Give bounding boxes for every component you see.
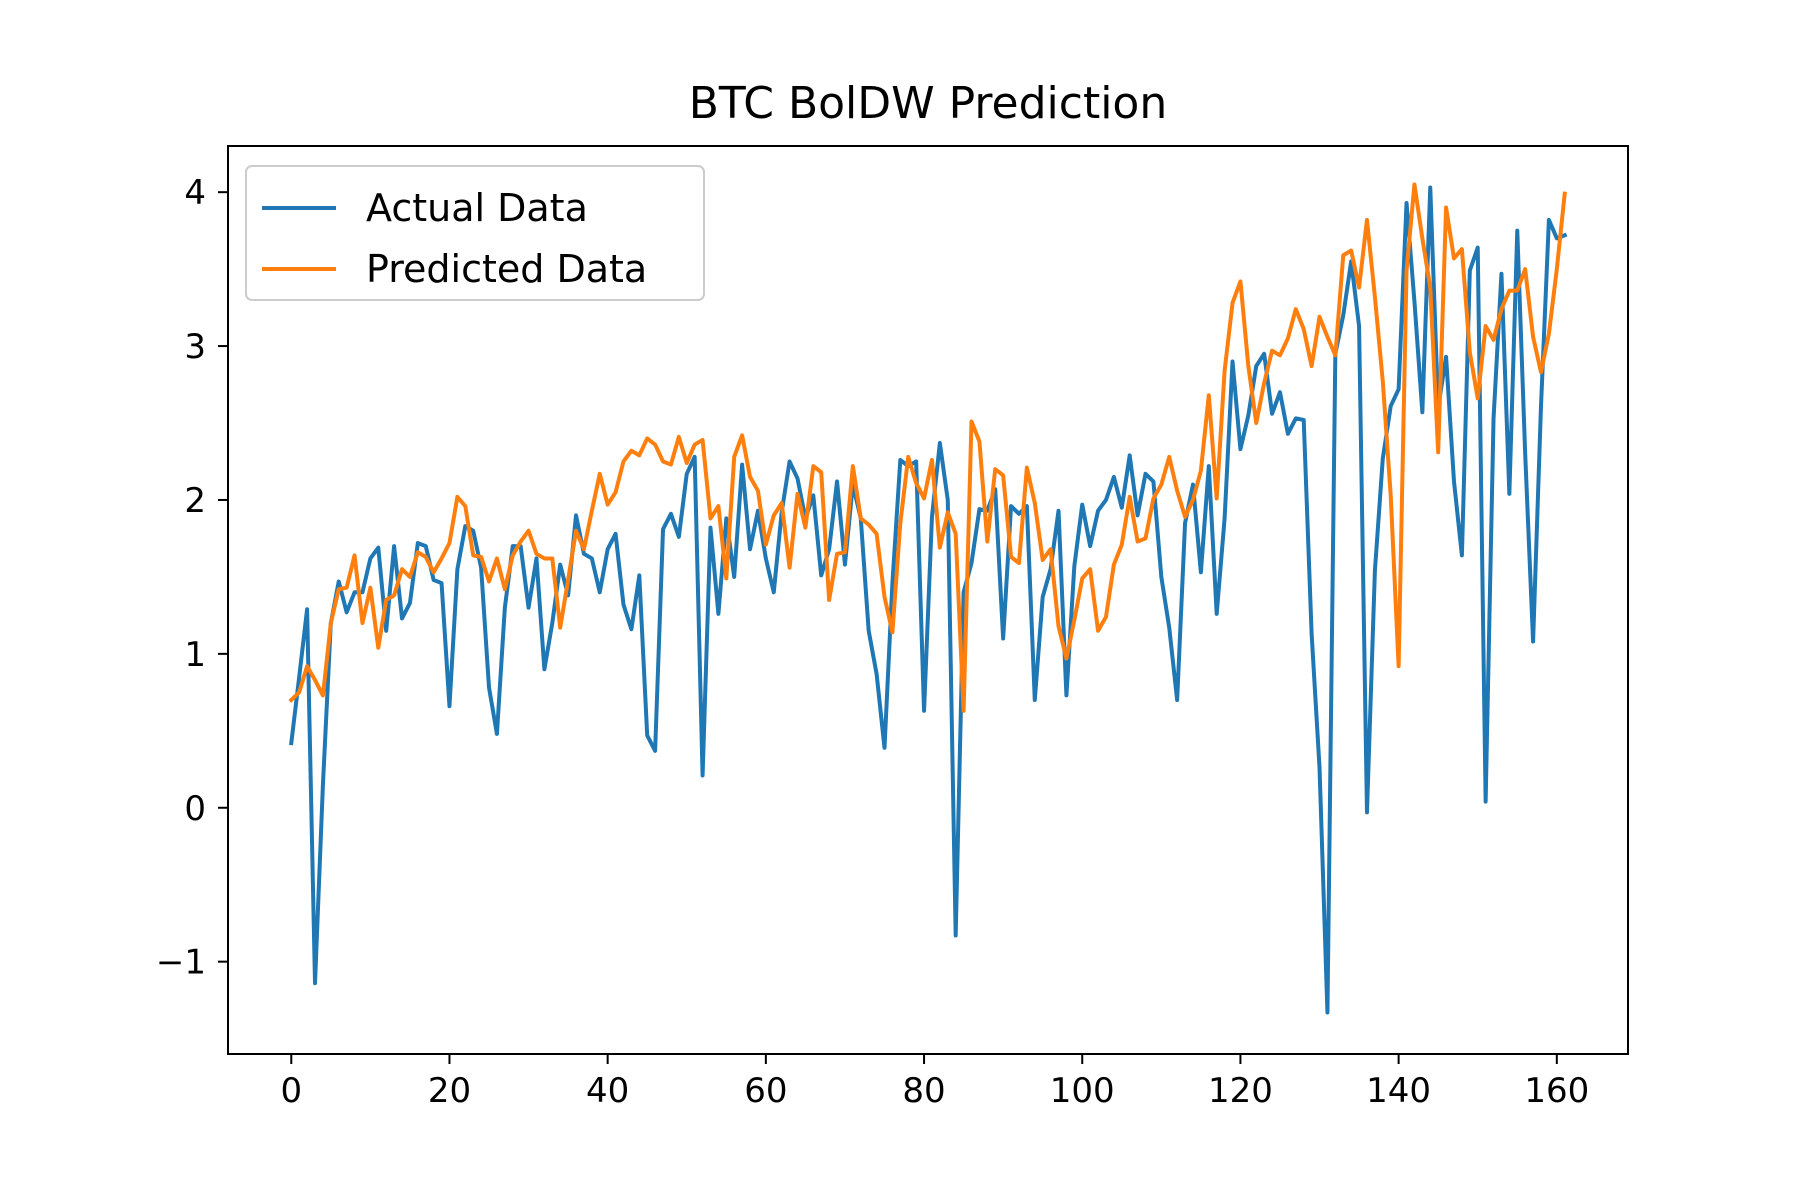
legend-label-actual-data: Actual Data (366, 186, 588, 230)
y-tick-label: 1 (184, 635, 206, 675)
y-tick-label: 2 (184, 481, 206, 521)
x-tick-label: 60 (744, 1071, 787, 1111)
y-tick-label: 4 (184, 173, 206, 213)
x-tick-label: 160 (1524, 1071, 1589, 1111)
plot-frame (227, 145, 1629, 1055)
x-tick-label: 80 (902, 1071, 945, 1111)
y-tick-label: 0 (184, 789, 206, 829)
y-tick-label: −1 (156, 943, 206, 983)
x-tick-label: 100 (1050, 1071, 1115, 1111)
x-tick-label: 140 (1366, 1071, 1431, 1111)
chart-title: BTC BolDW Prediction (689, 78, 1167, 129)
legend-box (245, 165, 705, 301)
x-tick-label: 0 (280, 1071, 302, 1111)
series-line-actual-data (289, 185, 1568, 1015)
y-axis: −1 0 1 2 3 4 (156, 173, 228, 983)
x-axis: 0 20 40 60 80 100 120 140 160 (280, 1054, 1589, 1111)
x-tick-label: 20 (428, 1071, 471, 1111)
y-tick-label: 3 (184, 327, 206, 367)
legend: Actual Data Predicted Data (245, 165, 705, 301)
series-layer (288, 182, 1568, 1015)
series-line-predicted-data (288, 182, 1567, 713)
x-tick-label: 40 (586, 1071, 629, 1111)
x-tick-label: 120 (1208, 1071, 1273, 1111)
legend-label-predicted-data: Predicted Data (366, 247, 647, 291)
